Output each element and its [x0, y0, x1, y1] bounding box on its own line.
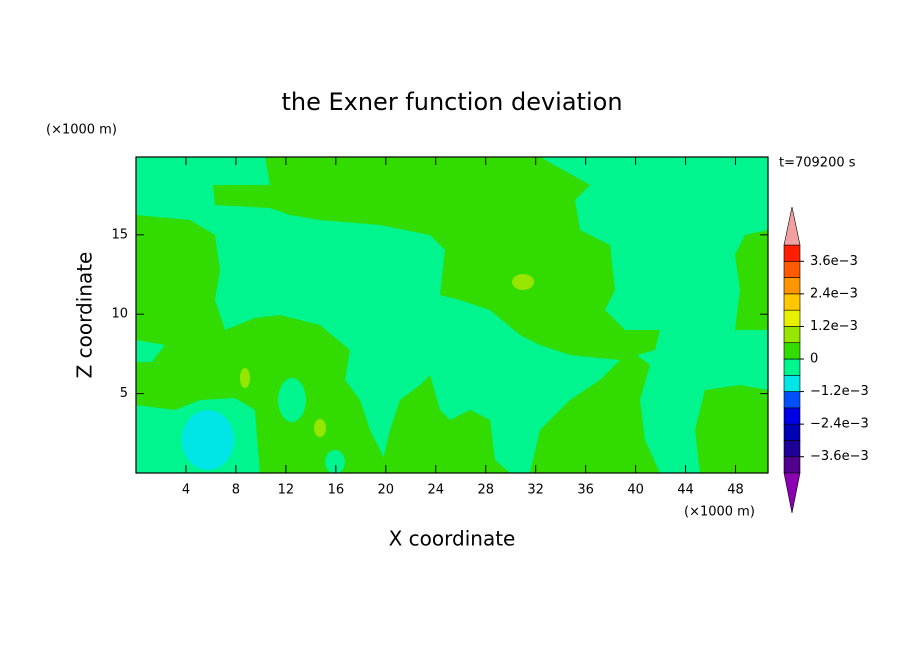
colorbar-tick-label: −3.6e−3 [810, 449, 869, 464]
y-unit: (×1000 m) [46, 123, 117, 138]
contour-region [314, 419, 326, 437]
colorbar-tick-label: −1.2e−3 [810, 384, 869, 399]
colorbar-band [783, 440, 801, 458]
colorbar-band [783, 456, 801, 474]
x-tick-label: 4 [182, 483, 190, 498]
y-axis-label: Z coordinate [73, 252, 97, 379]
contour-region [512, 274, 534, 290]
x-tick-label: 40 [627, 483, 644, 498]
colorbar-tick-label: 0 [810, 352, 818, 367]
chart-title: the Exner function deviation [281, 88, 622, 116]
contour-region [380, 375, 510, 473]
contour-region [182, 410, 234, 470]
colorbar-tick-label: −2.4e−3 [810, 417, 869, 432]
x-tick-label: 8 [232, 483, 240, 498]
x-tick-label: 20 [378, 483, 395, 498]
colorbar-tick-label: 1.2e−3 [810, 319, 858, 334]
y-tick-label: 5 [120, 386, 128, 401]
contour-region [735, 230, 768, 330]
colorbar-band [783, 293, 801, 311]
contour-region [213, 157, 660, 360]
contour-field [136, 157, 768, 473]
x-tick-label: 44 [677, 483, 694, 498]
colorbar-band [783, 277, 801, 295]
y-tick-label: 10 [111, 307, 128, 322]
colorbar-band [783, 358, 801, 376]
x-unit: (×1000 m) [684, 505, 755, 520]
plot-frame [135, 156, 769, 474]
contour-region [240, 368, 250, 388]
x-tick-label: 36 [577, 483, 594, 498]
contour-region [136, 340, 165, 362]
colorbar-band [783, 260, 801, 278]
colorbar-band [783, 244, 801, 262]
colorbar-band [783, 326, 801, 344]
x-tick-label: 28 [477, 483, 494, 498]
colorbar-tick-label: 3.6e−3 [810, 254, 858, 269]
colorbar-band [783, 391, 801, 409]
colorbar-band [783, 407, 801, 425]
colorbar-band [783, 423, 801, 441]
contour-region [695, 385, 768, 473]
colorbar-extend-low [783, 472, 801, 514]
x-tick-label: 32 [527, 483, 544, 498]
x-tick-label: 16 [328, 483, 345, 498]
contour-region [530, 350, 660, 473]
contour-region [278, 378, 306, 422]
colorbar-band [783, 309, 801, 327]
y-tick-label: 15 [111, 227, 128, 242]
x-tick-label: 24 [427, 483, 444, 498]
time-label: t=709200 s [779, 156, 856, 171]
colorbar-band [783, 342, 801, 360]
colorbar-extend-high [783, 206, 801, 246]
x-tick-label: 48 [727, 483, 744, 498]
contour-region [325, 450, 345, 473]
colorbar-tick-label: 2.4e−3 [810, 286, 858, 301]
colorbar-band [783, 374, 801, 392]
x-tick-label: 12 [278, 483, 295, 498]
x-axis-label: X coordinate [389, 527, 516, 551]
